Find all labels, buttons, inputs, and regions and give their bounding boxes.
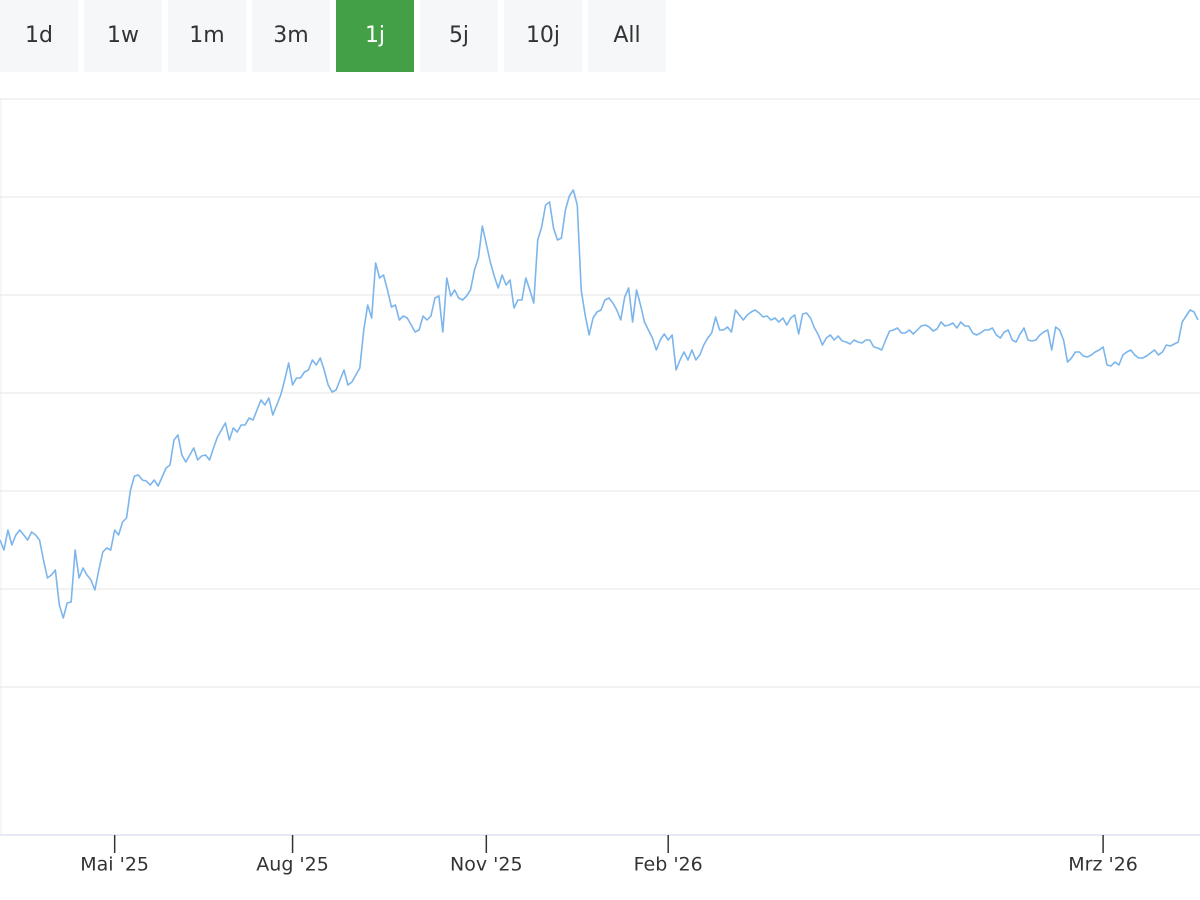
- x-tick-label: Mrz '26: [1068, 854, 1138, 876]
- x-tick-label: Mai '25: [80, 854, 149, 876]
- x-tick-label: Feb '26: [634, 854, 703, 876]
- x-tick-label: Nov '25: [450, 854, 523, 876]
- range-button[interactable]: 1d: [0, 0, 78, 72]
- range-button[interactable]: 10j: [504, 0, 582, 72]
- range-button[interactable]: 3m: [252, 0, 330, 72]
- price-line: [0, 189, 1199, 619]
- range-button[interactable]: All: [588, 0, 666, 72]
- range-button[interactable]: 1j: [336, 0, 414, 72]
- range-button[interactable]: 1w: [84, 0, 162, 72]
- range-button[interactable]: 1m: [168, 0, 246, 72]
- x-tick-label: Aug '25: [256, 854, 329, 876]
- range-button[interactable]: 5j: [420, 0, 498, 72]
